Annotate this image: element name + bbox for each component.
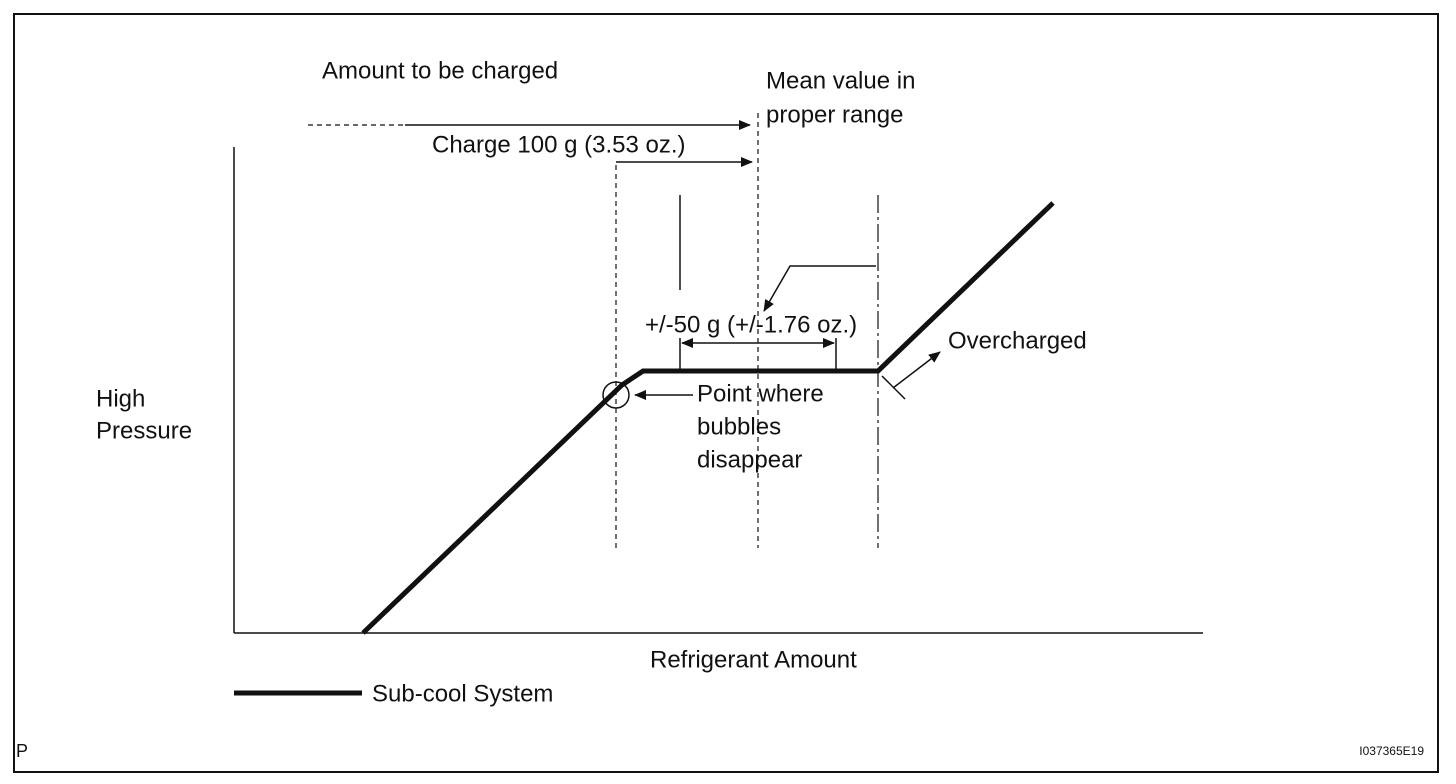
label: Mean value in (766, 67, 915, 94)
label: Point where (697, 380, 824, 407)
label: bubbles (697, 413, 781, 440)
corner-label: P (16, 741, 28, 761)
label: Charge 100 g (3.53 oz.) (432, 131, 686, 158)
pressure-curve (361, 201, 1055, 635)
label: Amount to be charged (322, 57, 558, 84)
label: disappear (697, 446, 802, 473)
frame (13, 13, 1439, 773)
bubble-circle (602, 381, 630, 409)
mean-leader (763, 265, 876, 312)
label: +/-50 g (+/-1.76 oz.) (645, 311, 857, 338)
axis-label: Refrigerant Amount (650, 646, 857, 673)
axis-label: High (96, 385, 145, 412)
legend-label: Sub-cool System (372, 680, 553, 707)
label: proper range (766, 101, 903, 128)
over-arrow (892, 351, 941, 389)
axis-label: Pressure (96, 417, 192, 444)
label: Overcharged (948, 327, 1087, 354)
figure-id: I037365E19 (1359, 744, 1424, 758)
